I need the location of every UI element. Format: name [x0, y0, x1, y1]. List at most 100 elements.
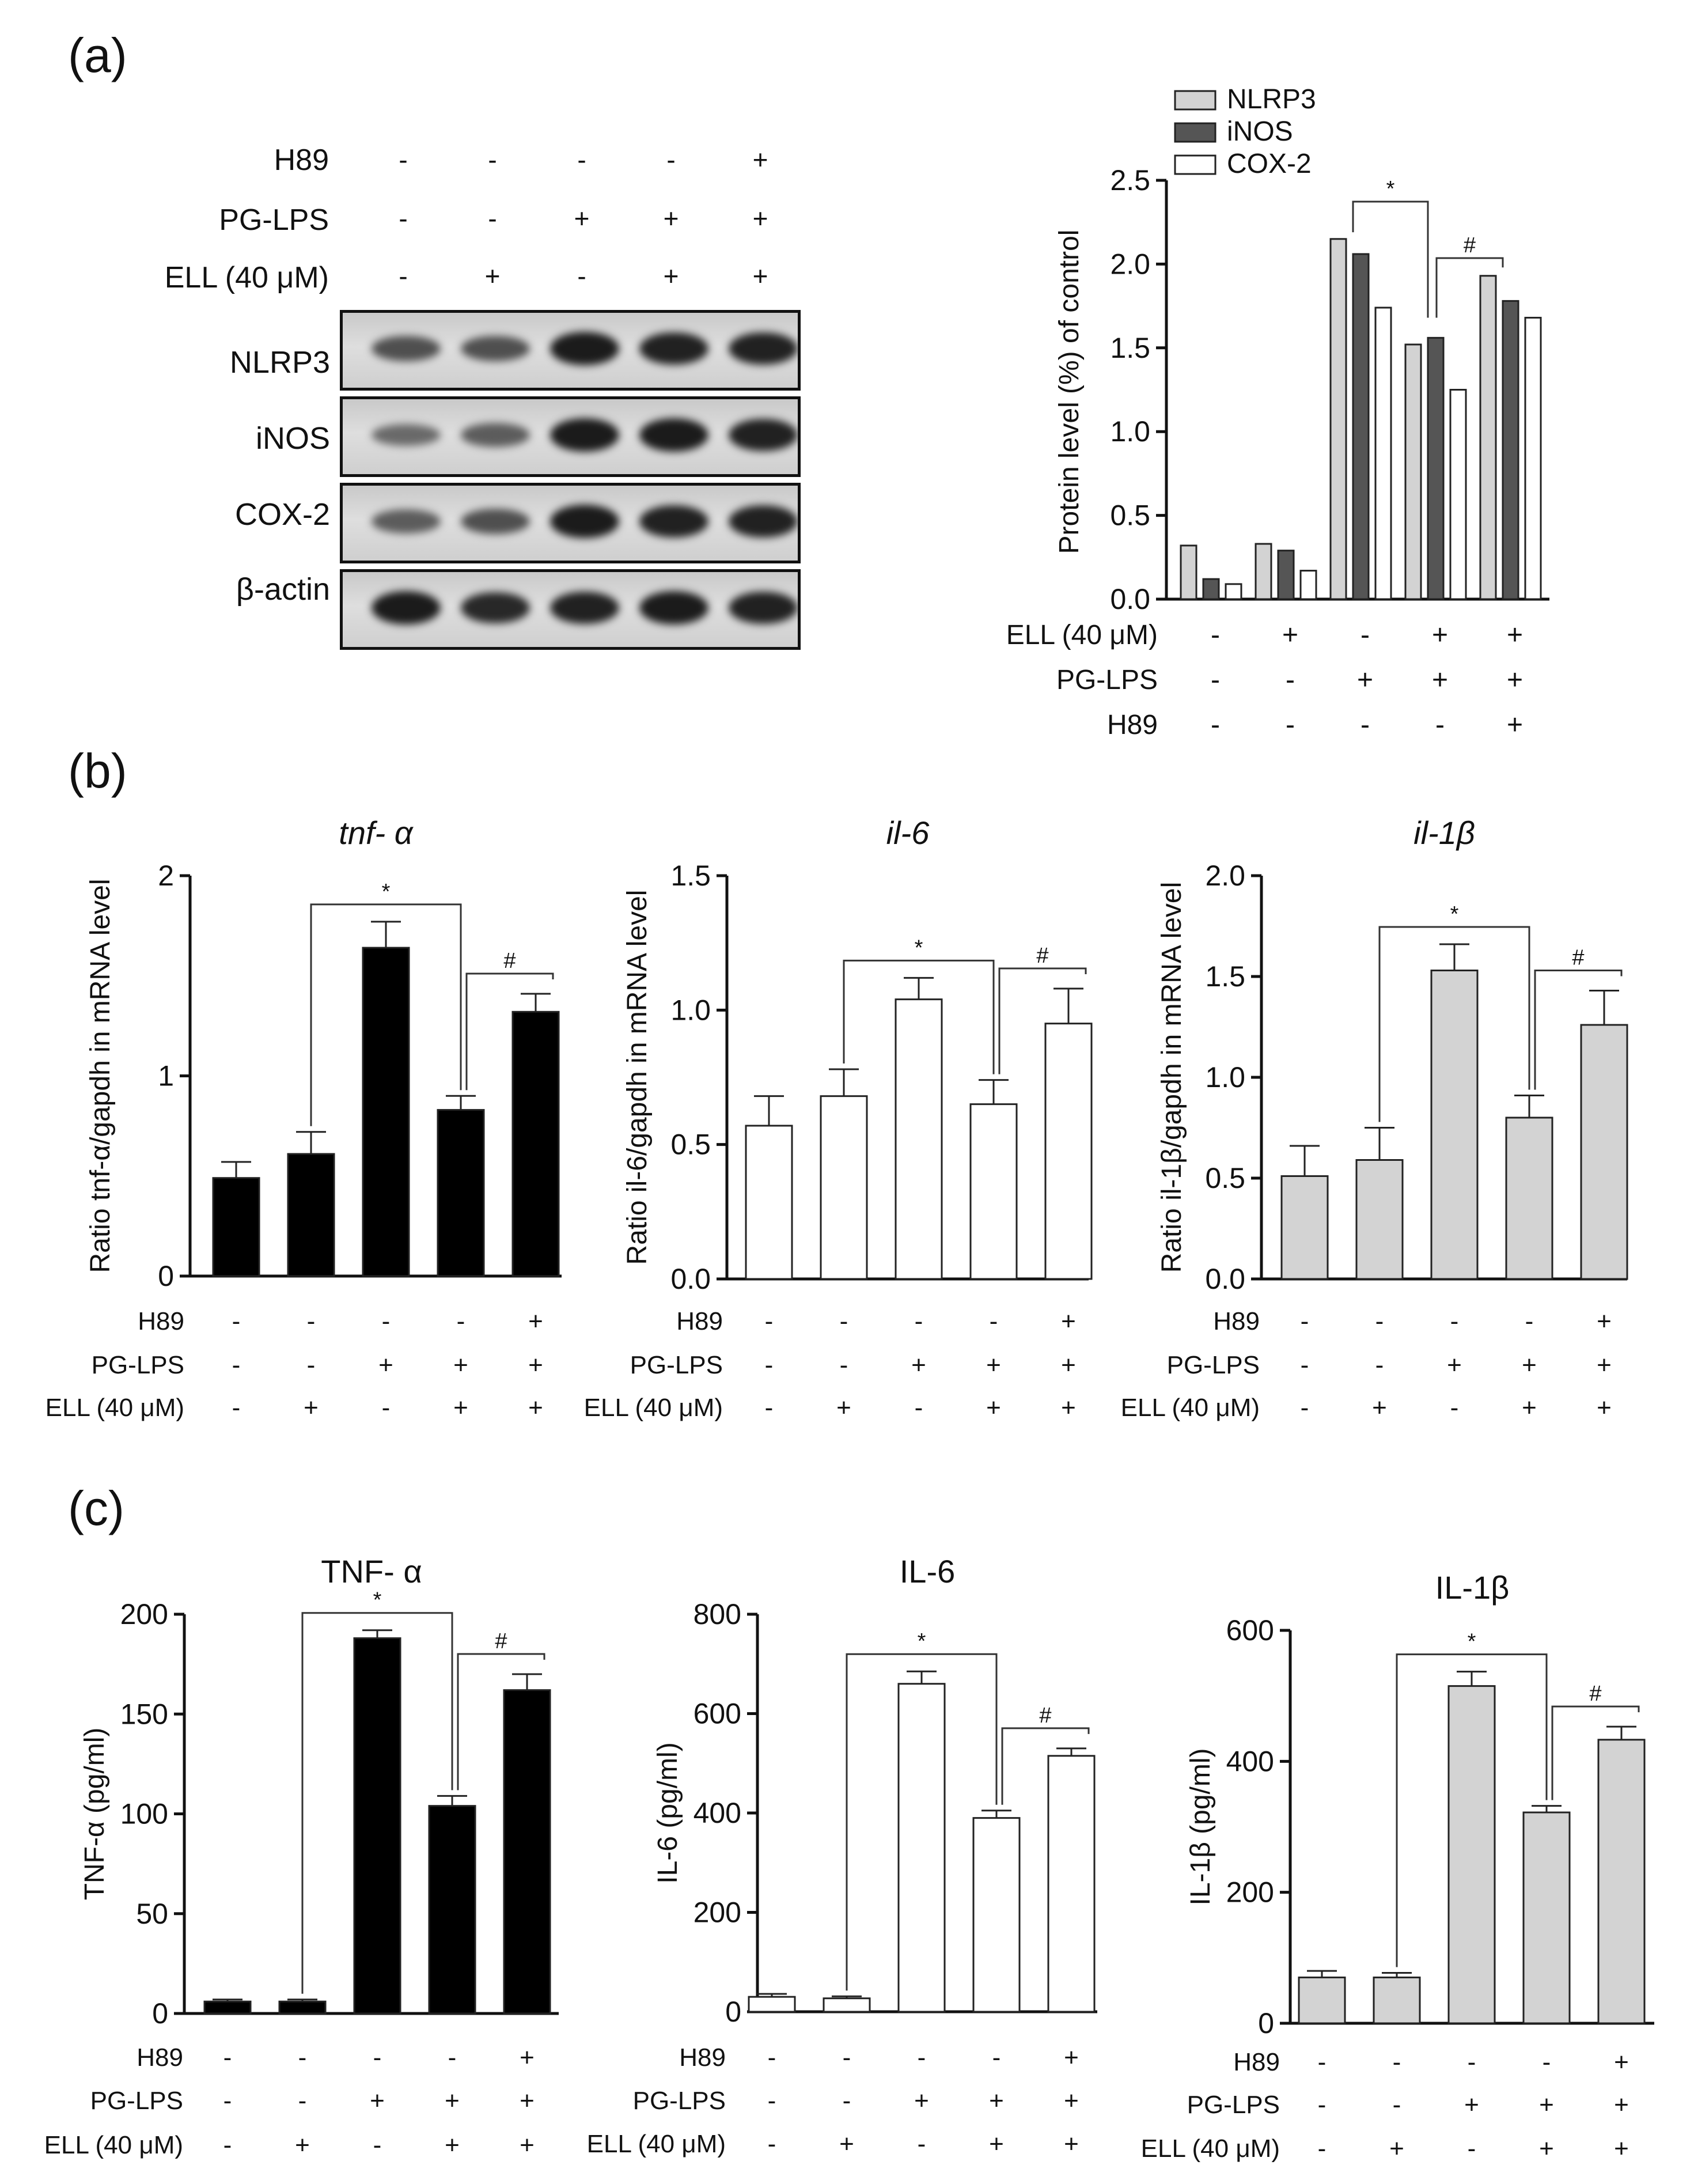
treatment-label-pglps: PG-LPS	[1056, 665, 1158, 695]
y-tick-label: 0	[158, 1260, 174, 1292]
bar	[353, 1637, 401, 2015]
treatment-sign-pglps: -	[1301, 1351, 1309, 1379]
bar	[428, 1805, 476, 2015]
treatment-sign-ell: -	[1450, 1394, 1459, 1422]
blot-sign-h89-1: -	[399, 145, 408, 175]
significance-bracket-star-label: *	[373, 1588, 382, 1613]
blot-band	[372, 591, 441, 625]
panel-label-a: (a)	[68, 28, 127, 82]
blot-band	[461, 508, 530, 535]
treatment-sign-h89: -	[765, 1307, 774, 1335]
y-tick-label: 2	[158, 860, 174, 892]
y-tick-label: 1.5	[1205, 960, 1245, 993]
y-tick-label: 1.5	[1110, 332, 1150, 364]
significance-bracket-star-label: *	[382, 880, 391, 904]
treatment-sign-pglps: +	[370, 2087, 385, 2115]
treatment-sign-pglps: -	[768, 2087, 776, 2115]
treatment-sign-pglps: -	[223, 2087, 232, 2115]
treatment-sign-pglps: -	[1375, 1351, 1384, 1379]
treatment-label-h89: H89	[1213, 1307, 1260, 1335]
bar	[745, 1125, 793, 1280]
blot-band	[461, 592, 530, 624]
significance-bracket-star-label: *	[915, 936, 923, 960]
significance-bracket-star-label: *	[1450, 902, 1459, 926]
treatment-sign-h89: -	[1360, 710, 1370, 740]
treatment-sign-pglps: +	[453, 1351, 468, 1379]
treatment-sign-pglps: -	[232, 1351, 241, 1379]
treatment-label-h89: H89	[1107, 710, 1158, 740]
treatment-sign-h89: -	[1435, 710, 1445, 740]
y-tick-label: 2.0	[1205, 860, 1245, 892]
y-tick-label: 0.0	[670, 1263, 711, 1295]
legend-label: COX-2	[1227, 149, 1312, 179]
treatment-sign-ell: -	[768, 2130, 776, 2158]
treatment-sign-ell: +	[295, 2131, 310, 2159]
significance-bracket-star	[846, 1653, 998, 1991]
blot-sign-ell-2: +	[484, 261, 501, 291]
treatment-sign-h89: -	[915, 1307, 923, 1335]
significance-bracket-hash-label: #	[503, 949, 516, 973]
bar-inos	[1352, 253, 1370, 600]
y-tick-label: 1.0	[670, 994, 711, 1026]
treatment-sign-pglps: -	[840, 1351, 848, 1379]
treatment-sign-ell: +	[1614, 2134, 1629, 2163]
treatment-sign-pglps: -	[1286, 665, 1295, 695]
bar-inos	[1277, 550, 1295, 600]
bar	[212, 1177, 260, 1277]
bar	[1355, 1159, 1404, 1280]
significance-bracket-star	[301, 1612, 453, 1994]
treatment-sign-pglps: +	[445, 2087, 460, 2115]
treatment-sign-ell: +	[445, 2131, 460, 2159]
treatment-sign-ell: +	[1372, 1394, 1387, 1422]
treatment-sign-ell: +	[1539, 2134, 1554, 2163]
treatment-sign-pglps: +	[1447, 1351, 1462, 1379]
y-tick-label: 1.5	[670, 860, 711, 892]
treatment-sign-ell: +	[1597, 1394, 1612, 1422]
bar	[897, 1683, 946, 2013]
treatment-sign-h89: -	[448, 2043, 457, 2072]
treatment-sign-ell: +	[989, 2130, 1004, 2158]
bar	[972, 1817, 1021, 2013]
treatment-sign-pglps: +	[1522, 1351, 1537, 1379]
y-tick-label: 0.0	[1110, 583, 1150, 615]
blot-row-label-inos: iNOS	[255, 421, 330, 456]
treatment-sign-ell: -	[223, 2131, 232, 2159]
blot-band	[729, 418, 798, 452]
y-tick-label: 200	[120, 1598, 168, 1630]
treatment-sign-h89: -	[843, 2043, 851, 2072]
blot-strip-nlrp3	[340, 310, 801, 391]
bar-inos	[1202, 578, 1220, 600]
chart-title: tnf- α	[339, 815, 414, 851]
treatment-sign-h89: -	[1525, 1307, 1534, 1335]
treatment-label-h89: H89	[138, 1307, 184, 1335]
significance-bracket-hash	[1534, 970, 1623, 1090]
blot-row-label-cox2: COX-2	[234, 497, 330, 532]
bar	[823, 1997, 871, 2013]
treatment-label-pglps: PG-LPS	[90, 2087, 183, 2115]
treatment-sign-h89: -	[382, 1307, 391, 1335]
treatment-sign-pglps: +	[1432, 665, 1448, 695]
significance-bracket-hash-label: #	[1464, 233, 1476, 258]
y-tick-label: 600	[693, 1698, 741, 1730]
treatment-sign-h89: -	[1375, 1307, 1384, 1335]
treatment-sign-pglps: +	[1539, 2091, 1554, 2119]
significance-bracket-star	[1352, 200, 1429, 318]
bar-nlrp3	[1180, 544, 1197, 600]
blot-band	[639, 505, 708, 538]
treatment-sign-h89: -	[918, 2043, 926, 2072]
treatment-sign-pglps: -	[1211, 665, 1220, 695]
blot-sign-pglps-3: +	[574, 203, 590, 233]
bar-inos	[1502, 300, 1519, 600]
treatment-sign-h89: +	[1614, 2048, 1629, 2076]
bar-nlrp3	[1404, 343, 1422, 600]
treatment-label-h89: H89	[679, 2043, 726, 2072]
y-tick-label: 0.5	[1205, 1162, 1245, 1194]
bar-inos	[1427, 336, 1445, 600]
treatment-label-ell: ELL (40 μM)	[1121, 1394, 1260, 1422]
treatment-sign-h89: -	[298, 2043, 307, 2072]
treatment-sign-pglps: -	[307, 1351, 316, 1379]
blot-sign-pglps-4: +	[663, 203, 679, 233]
bar	[1447, 1685, 1496, 2024]
treatment-sign-h89: -	[840, 1307, 848, 1335]
treatment-label-ell: ELL (40 μM)	[44, 2131, 183, 2159]
